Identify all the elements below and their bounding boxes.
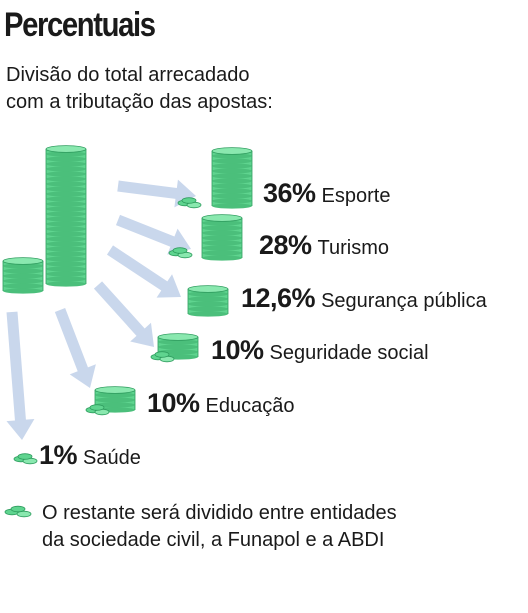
item-turismo: 28% Turismo xyxy=(259,232,389,259)
subtitle-line-2: com a tributação das apostas: xyxy=(6,91,273,113)
coin-stack-icon xyxy=(45,145,87,288)
coin-stack-icon xyxy=(94,386,136,414)
coin-stack-icon xyxy=(187,285,229,318)
item-percent: 28% xyxy=(259,230,312,260)
arrow-icon xyxy=(115,214,191,255)
item-esporte: 36% Esporte xyxy=(263,180,390,207)
footnote-line-1: O restante será dividido entre entidades xyxy=(42,502,397,524)
coin-stack-icon xyxy=(201,214,243,262)
stacks-group xyxy=(2,145,253,414)
subtitle: Divisão do total arrecadado com a tribut… xyxy=(6,62,273,116)
item-label: Educação xyxy=(205,395,295,417)
item-label: Turismo xyxy=(317,237,390,259)
item-label: Saúde xyxy=(83,447,141,469)
arrows-group xyxy=(6,179,196,440)
footnote-line-2: da sociedade civil, a Funapol e a ABDI xyxy=(42,529,385,551)
item-percent: 1% xyxy=(39,440,78,470)
item-seguranca-publica: 12,6% Segurança pública xyxy=(241,285,487,312)
page-title: Percentuais xyxy=(4,6,156,44)
item-educacao: 10% Educação xyxy=(147,390,295,417)
loose-coins-icon xyxy=(13,453,38,465)
arrow-icon xyxy=(6,311,35,440)
subtitle-line-1: Divisão do total arrecadado xyxy=(6,64,250,86)
loose-coins-icon xyxy=(4,505,32,518)
item-percent: 12,6% xyxy=(241,283,316,313)
item-label: Seguridade social xyxy=(269,342,429,364)
arrow-icon xyxy=(54,308,96,388)
arrow-icon xyxy=(117,179,196,208)
item-label: Esporte xyxy=(321,185,391,207)
coin-stack-icon xyxy=(2,257,44,295)
arrow-icon xyxy=(93,281,154,347)
arrow-icon xyxy=(106,245,181,298)
item-label: Segurança pública xyxy=(321,290,487,312)
item-percent: 10% xyxy=(211,335,264,365)
footnote: O restante será dividido entre entidades… xyxy=(42,500,397,554)
coin-stack-icon xyxy=(157,333,199,361)
item-percent: 36% xyxy=(263,178,316,208)
coin-stack-icon xyxy=(211,147,253,210)
item-saude: 1% Saúde xyxy=(39,442,141,469)
item-percent: 10% xyxy=(147,388,200,418)
item-seguridade-social: 10% Seguridade social xyxy=(211,337,429,364)
